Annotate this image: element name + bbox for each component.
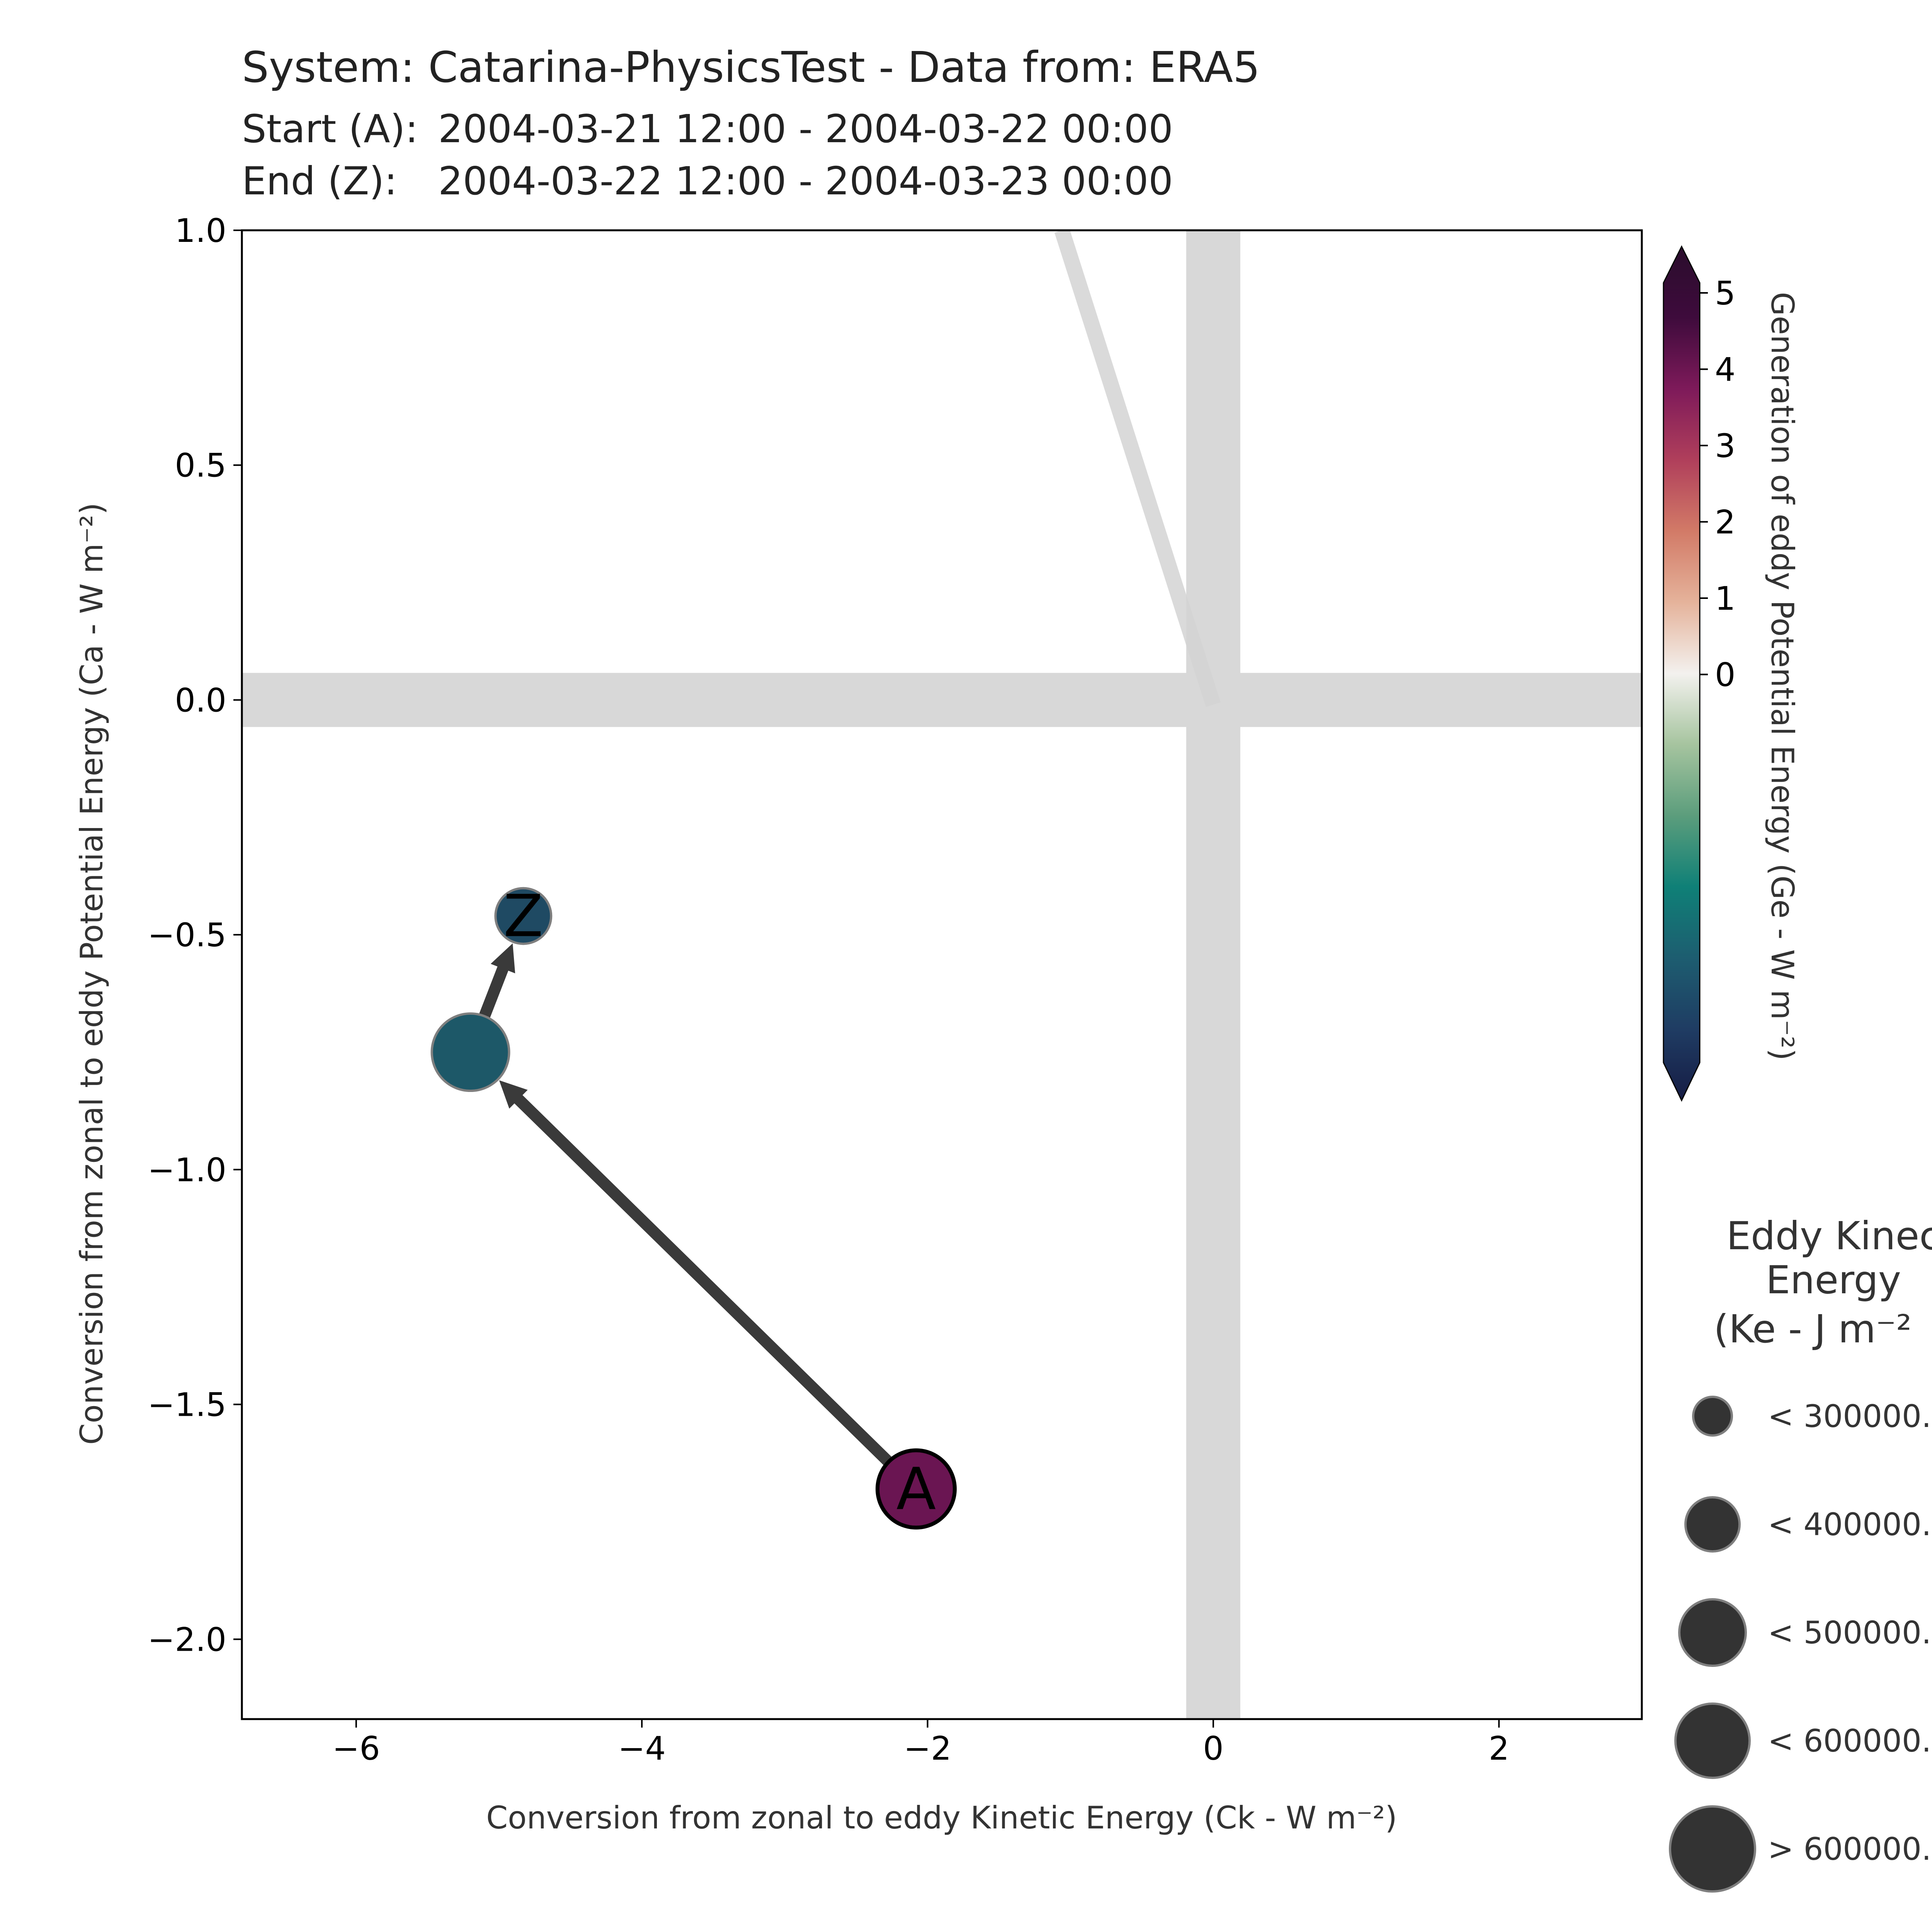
colorbar-tick-label: 5 (1715, 274, 1735, 312)
y-tick-label: 1.0 (175, 212, 226, 250)
size-legend-label: < 500000. (1768, 1615, 1931, 1651)
colorbar-tick-label: 1 (1715, 580, 1735, 617)
x-tick-label: −6 (332, 1730, 380, 1767)
plot-content: AZ (242, 230, 1642, 1719)
size-legend-marker (1692, 1396, 1733, 1437)
size-legend-marker (1684, 1496, 1741, 1553)
y-axis-label: Conversion from zonal to eddy Potential … (74, 503, 110, 1445)
trajectory-point (430, 1012, 510, 1092)
plot-area: AZ (241, 229, 1643, 1720)
end-period-label: End (Z): (242, 158, 397, 204)
zero-vertical-band (1186, 230, 1240, 1719)
end-point-marker (494, 887, 553, 945)
colorbar-tick-label: 0 (1715, 656, 1735, 694)
size-legend-label: < 400000. (1768, 1507, 1931, 1543)
y-tick-label: 0.5 (175, 447, 226, 485)
size-legend-marker (1669, 1805, 1756, 1893)
x-tick-label: −2 (904, 1730, 952, 1767)
colorbar-gradient (1663, 245, 1701, 1102)
colorbar-ticks: 5 4 3 2 1 0 (1700, 274, 1735, 694)
y-tick-label: −1.5 (148, 1386, 226, 1424)
y-tick-label: −1.0 (148, 1151, 226, 1189)
colorbar: 5 4 3 2 1 0 Generation of eddy Potential Ener… (1663, 245, 1800, 1102)
size-legend-label: < 300000. (1768, 1398, 1931, 1434)
start-period-label: Start (A): (242, 106, 418, 151)
trajectory-arrow (499, 1080, 904, 1477)
zero-horizontal-band (242, 673, 1642, 727)
colorbar-tick-label: 3 (1715, 427, 1735, 465)
reference-line (1054, 230, 1221, 707)
y-axis: 1.0 0.5 0.0 −0.5 −1.0 −1.5 −2.0 (148, 212, 242, 1658)
y-tick-label: 0.0 (175, 681, 226, 719)
chart-title: System: Catarina-PhysicsTest - Data from… (242, 43, 1260, 92)
x-tick-label: −4 (618, 1730, 666, 1767)
x-tick-label: 2 (1489, 1730, 1509, 1767)
colorbar-tick-label: 4 (1715, 351, 1735, 389)
start-point-marker (875, 1448, 957, 1530)
end-period-range: 2004-03-22 12:00 - 2004-03-23 00:00 (438, 158, 1173, 204)
y-tick-label: −2.0 (148, 1621, 226, 1658)
point-label-z: Z (503, 883, 543, 950)
y-tick-label: −0.5 (148, 916, 226, 954)
x-axis: −6 −4 −2 0 2 (332, 1719, 1509, 1767)
size-legend-title-line-3: (Ke - J m⁻² (1714, 1306, 1912, 1352)
colorbar-tick-label: 2 (1715, 503, 1735, 541)
size-legend-marker (1674, 1702, 1751, 1779)
trajectory-arrow (473, 943, 515, 1033)
x-axis-label: Conversion from zonal to eddy Kinetic En… (486, 1800, 1397, 1836)
point-label-a: A (896, 1456, 936, 1523)
size-legend-items: < 300000. < 400000. < 500000. < 600000. > 60… (1669, 1396, 1931, 1893)
size-legend-label: < 600000. (1768, 1723, 1931, 1759)
size-legend: Eddy Kinec Energy (Ke - J m⁻² < 300000.<… (1669, 1213, 1932, 1893)
plot-frame (241, 229, 1643, 1720)
colorbar-label: Generation of eddy Potential Energy (Ge … (1764, 292, 1800, 1060)
size-legend-marker (1678, 1598, 1747, 1667)
size-legend-title-line-1: Eddy Kinec (1726, 1213, 1932, 1259)
size-legend-title-line-2: Energy (1766, 1257, 1901, 1303)
size-legend-label: > 600000. (1768, 1831, 1931, 1867)
x-tick-label: 0 (1203, 1730, 1223, 1767)
start-period-range: 2004-03-21 12:00 - 2004-03-22 00:00 (438, 106, 1173, 151)
